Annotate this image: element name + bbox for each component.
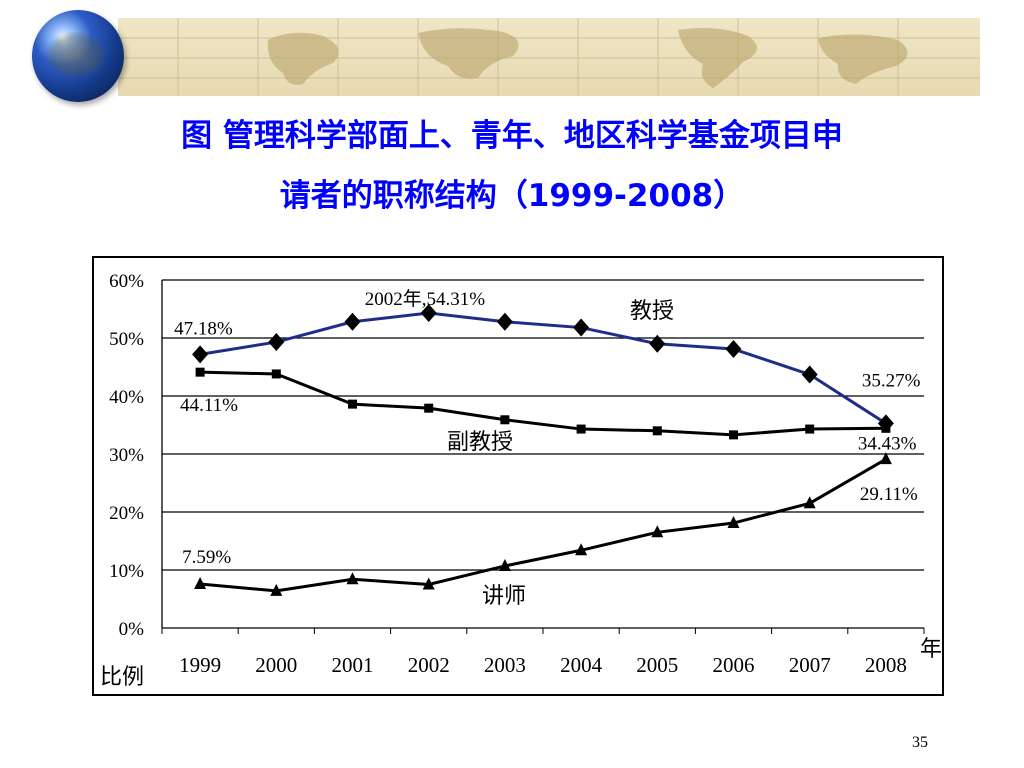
data-label: 29.11% [860,484,918,505]
y-tick-label: 60% [109,271,144,292]
globe-logo [32,10,124,102]
x-tick-label: 2008 [865,653,907,677]
x-tick-label: 2002 [408,653,450,677]
data-point-diamond [192,345,209,364]
y-tick-label: 20% [109,503,144,524]
data-point-diamond [496,312,513,331]
header-banner [118,18,980,96]
data-point-diamond [344,312,361,331]
data-point-square [348,399,357,409]
data-point-triangle [194,576,207,589]
data-point-diamond [801,365,818,384]
data-point-diamond [268,333,285,352]
x-tick-label: 2007 [789,653,831,677]
series-label: 副教授 [447,429,513,454]
x-tick-label: 2003 [484,653,526,677]
data-point-square [576,424,586,434]
data-point-square [424,403,434,413]
data-point-diamond [877,414,894,433]
series-line-3 [199,457,887,593]
y-tick-label: 30% [109,445,144,466]
x-tick-label: 2000 [255,653,297,677]
y-tick-label: 10% [109,561,144,582]
data-point-diamond [420,304,437,323]
data-point-triangle [651,525,664,538]
data-point-square [652,426,662,436]
y-tick-label: 50% [109,329,144,350]
data-point-square [729,430,738,440]
data-point-diamond [573,318,590,337]
chart-frame: 0% 10% 20% 30% 40% 50% 60% 1999 2000 2001 2002 2003… [92,256,944,696]
x-axis-title: 年份 [920,636,942,661]
y-axis-title: 比例 [100,664,144,689]
data-point-triangle [498,558,511,571]
x-tick-label: 2004 [560,653,603,677]
page-number: 35 [912,734,928,751]
x-tick-label: 2006 [713,653,755,677]
data-label: 47.18% [174,318,233,339]
data-point-triangle [270,583,283,596]
data-label: 2002年,54.31% [365,288,486,310]
data-label: 44.11% [180,395,238,416]
data-point-square [195,367,205,377]
line-chart: 0% 10% 20% 30% 40% 50% 60% 1999 2000 2001 2002 2003… [100,271,942,689]
y-tick-label: 0% [119,619,145,640]
data-point-triangle [422,577,435,590]
data-point-diamond [725,340,742,359]
data-point-triangle [346,572,359,585]
data-label: 34.43% [858,433,917,454]
data-point-triangle [803,496,816,509]
world-map-decoration [118,18,980,96]
data-point-square [500,415,510,425]
x-tick-label: 1999 [179,653,221,677]
x-tick-label: 2001 [332,653,374,677]
data-point-triangle [727,516,740,529]
data-label: 35.27% [862,370,921,391]
data-point-triangle [879,452,892,465]
series-label: 教授 [630,298,674,323]
x-tick-label: 2005 [636,653,678,677]
slide-title-line-2: 请者的职称结构（1999-2008） [279,178,745,214]
slide-title-line-1: 图 管理科学部面上、青年、地区科学基金项目申 [181,118,843,154]
data-point-square [881,423,891,433]
data-point-square [805,424,815,434]
y-tick-label: 40% [109,387,144,408]
data-point-triangle [575,543,588,556]
data-point-square [271,369,281,379]
series-line-2 [200,370,886,437]
series-label: 讲师 [482,583,526,608]
data-label: 7.59% [182,547,231,568]
data-point-diamond [649,334,666,353]
series-line-1 [199,311,887,425]
